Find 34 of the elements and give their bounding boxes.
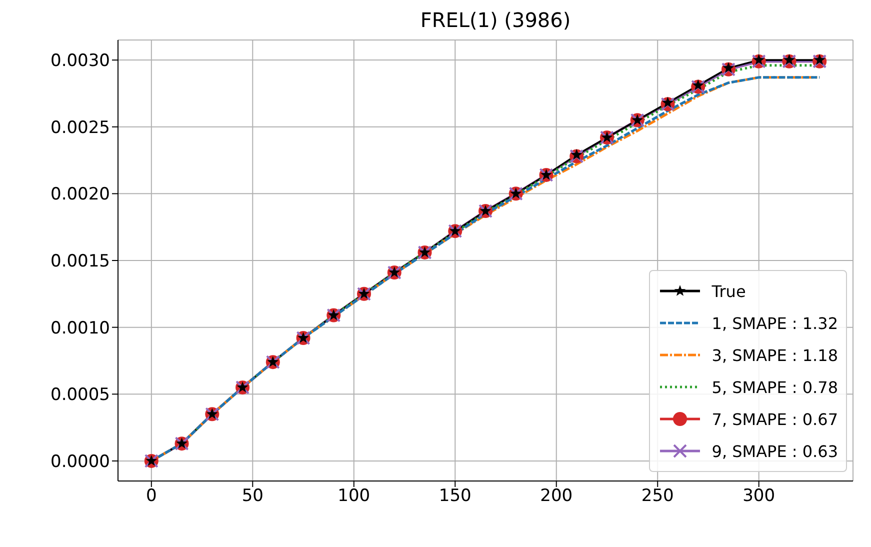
point (753, 54, 765, 65)
point (480, 205, 492, 216)
x-tick-label: 100 (338, 486, 370, 506)
x-tick-label: 150 (438, 486, 472, 506)
point (662, 96, 674, 108)
legend-label: 7, SMAPE : 0.67 (712, 410, 838, 428)
x-tick-label: 200 (540, 486, 573, 506)
y-tick-label: 0.0010 (50, 318, 110, 338)
y-tick-label: 0.0005 (50, 385, 110, 406)
legend-label: 3, SMAPE : 1.18 (712, 346, 838, 364)
point (722, 62, 734, 73)
x-tick-label: 0 (146, 486, 157, 506)
point (814, 54, 826, 65)
point (449, 225, 461, 236)
point (570, 148, 582, 160)
legend-label: 1, SMAPE : 1.32 (712, 314, 838, 332)
y-tick-label: 0.0000 (50, 452, 110, 472)
point (388, 266, 400, 278)
chart-title: FREL(1) (3986) (419, 8, 572, 32)
point (176, 438, 188, 448)
x-tick-label: 50 (242, 486, 264, 506)
x-tick-label: 300 (742, 486, 776, 506)
y-tick-label: 0.0015 (50, 252, 110, 272)
legend-label: 9, SMAPE : 0.63 (712, 442, 838, 460)
point (692, 79, 704, 90)
y-tick-label: 0.0025 (50, 118, 110, 138)
y-tick-label: 0.0020 (50, 184, 110, 205)
point (784, 54, 795, 65)
point (601, 132, 613, 142)
y-tick-label: 0.0030 (50, 51, 110, 72)
x-tick-label: 250 (641, 486, 674, 506)
legend-label: 5, SMAPE : 0.78 (712, 378, 838, 396)
legend-label: True (712, 282, 746, 300)
point (267, 356, 279, 367)
